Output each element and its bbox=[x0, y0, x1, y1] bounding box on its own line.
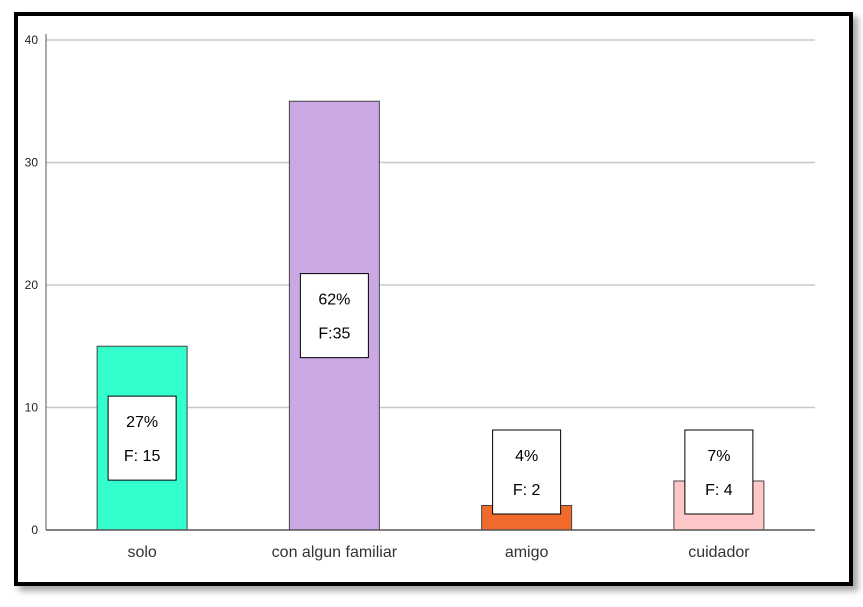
data-label-box bbox=[492, 429, 562, 515]
data-label-box bbox=[107, 395, 177, 481]
y-tick-label: 10 bbox=[25, 401, 39, 415]
data-label-freq: F: 15 bbox=[124, 448, 161, 465]
data-label-box bbox=[684, 429, 754, 515]
data-label-freq: F:35 bbox=[318, 326, 350, 343]
data-label-2: 4% F: 2 bbox=[492, 429, 562, 515]
y-tick-label: 40 bbox=[25, 33, 39, 47]
data-label-1: 62% F:35 bbox=[299, 273, 369, 359]
data-label-percent: 27% bbox=[126, 414, 158, 431]
y-axis: 0 10 20 30 40 bbox=[25, 33, 47, 537]
x-tick-label: solo bbox=[127, 544, 156, 561]
data-label-percent: 62% bbox=[318, 292, 350, 309]
y-tick-label: 30 bbox=[25, 156, 39, 170]
data-label-0: 27% F: 15 bbox=[107, 395, 177, 481]
y-tick-label: 20 bbox=[25, 278, 39, 292]
x-tick-label: cuidador bbox=[688, 544, 750, 561]
x-axis: solo con algun familiar amigo cuidador bbox=[46, 529, 815, 561]
data-label-percent: 4% bbox=[515, 448, 538, 465]
x-tick-label: amigo bbox=[505, 544, 549, 561]
data-label-percent: 7% bbox=[707, 448, 730, 465]
y-tick-label: 0 bbox=[31, 523, 38, 537]
bars bbox=[96, 100, 765, 531]
data-label-box bbox=[299, 273, 369, 359]
data-label-freq: F: 4 bbox=[705, 482, 733, 499]
data-label-3: 7% F: 4 bbox=[684, 429, 754, 515]
data-labels: 27% F: 15 62% F:35 4% F: 2 7% F: 4 bbox=[107, 273, 754, 515]
data-label-freq: F: 2 bbox=[513, 482, 541, 499]
x-tick-label: con algun familiar bbox=[272, 544, 398, 561]
